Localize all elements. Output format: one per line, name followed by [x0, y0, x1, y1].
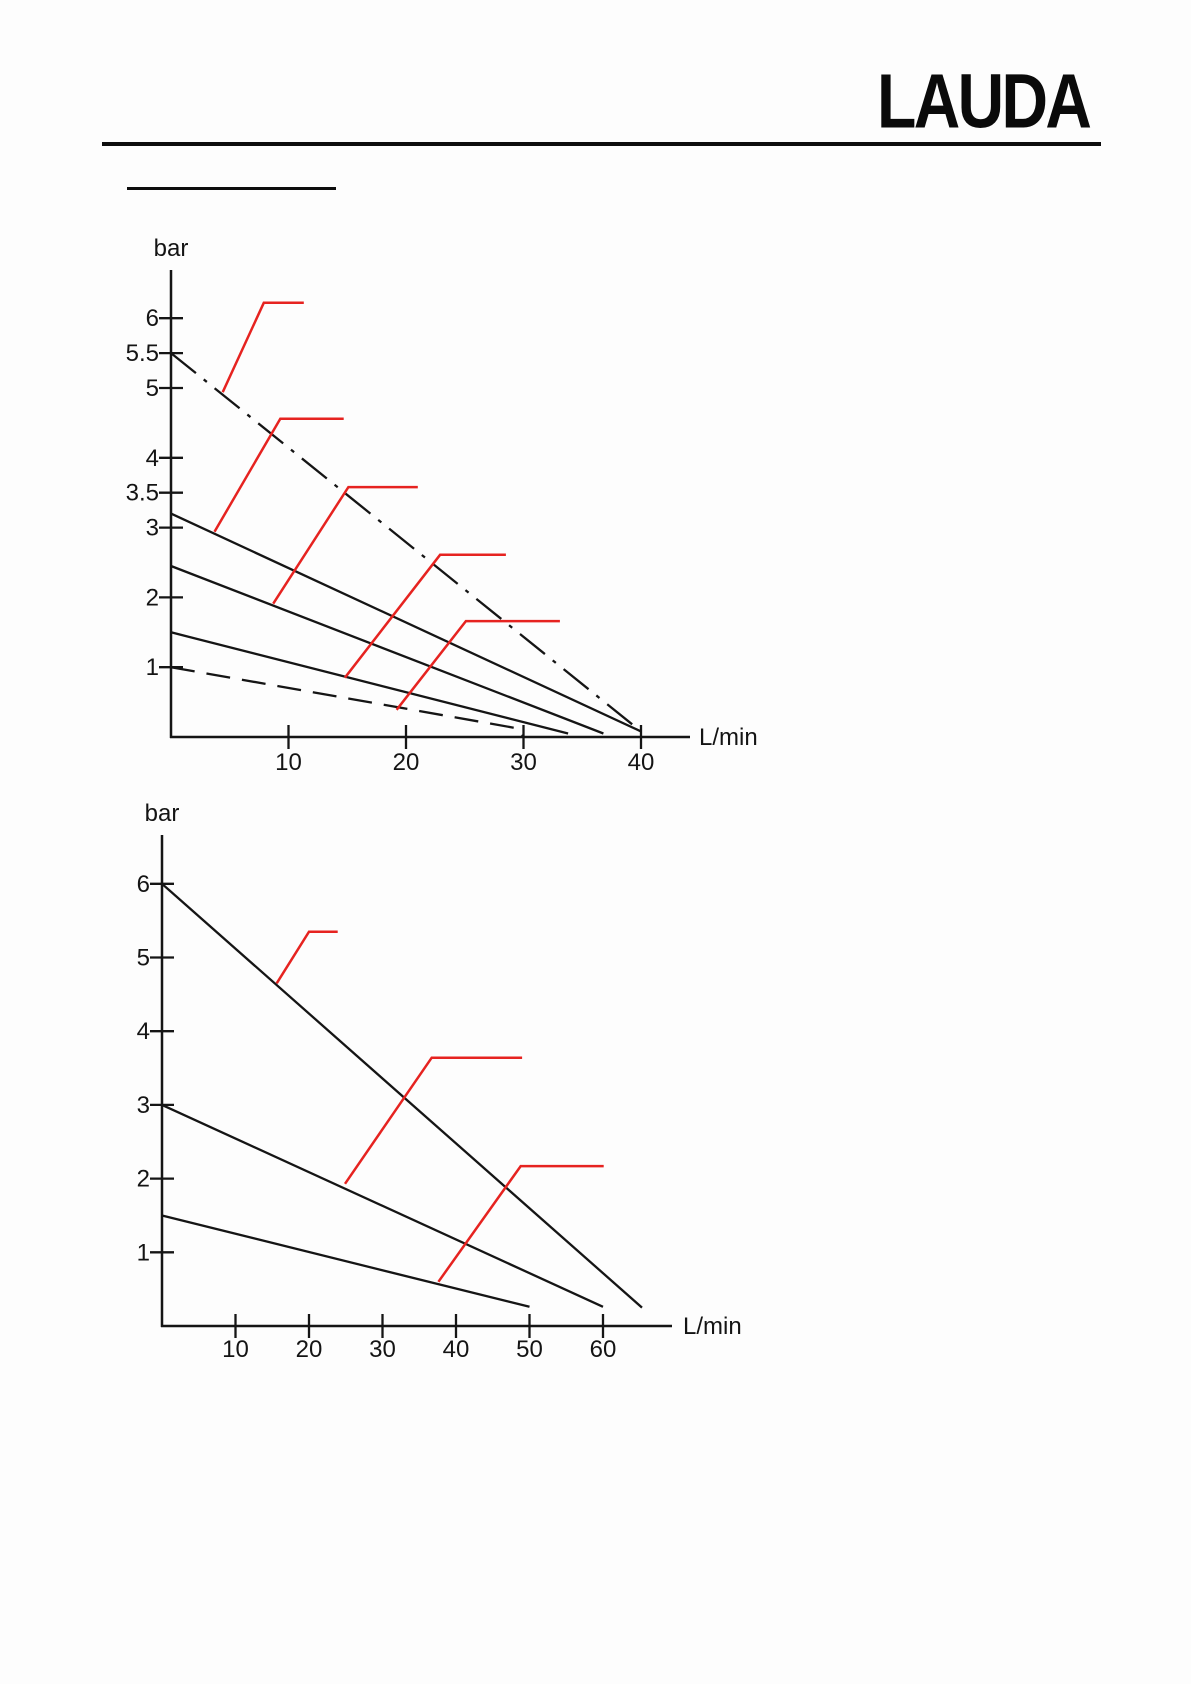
- callout-leader: [343, 553, 506, 679]
- callout-leader: [275, 930, 338, 984]
- y-tick-label: 1: [146, 654, 159, 681]
- y-tick-label: 5: [146, 375, 159, 402]
- x-tick-label: 10: [222, 1336, 249, 1363]
- y-tick-label: 4: [146, 445, 159, 472]
- curve-solid-6bar: [161, 882, 643, 1309]
- curve-solid-2-45bar: [170, 564, 604, 735]
- y-tick-label: 5: [137, 945, 150, 972]
- pump-pressure-chart-1: 10 20 30 40 1 2 3 3.5 4 5 5.5 6 bar L/min: [126, 235, 758, 776]
- x-axis-label: L/min: [683, 1313, 742, 1340]
- y-tick-label: 3: [137, 1092, 150, 1119]
- section-heading-underline: [127, 187, 336, 190]
- y-tick-label: 3.5: [126, 480, 159, 507]
- header-rule: [102, 142, 1101, 146]
- x-axis-label: L/min: [699, 724, 758, 751]
- pump-pressure-chart-2: 10 20 30 40 50 60 1 2 3 4 5 6 bar L/min: [137, 800, 742, 1363]
- callout-leader: [395, 619, 560, 711]
- callout-leader: [272, 485, 418, 605]
- curve-dashed-1bar: [170, 666, 525, 738]
- y-tick-label: 6: [146, 305, 159, 332]
- x-tick-label: 60: [590, 1336, 617, 1363]
- x-tick-label: 20: [296, 1336, 323, 1363]
- y-tick-label: 2: [146, 584, 159, 611]
- curve-solid-3bar: [161, 1103, 604, 1308]
- y-tick-label: 4: [137, 1018, 150, 1045]
- curve-solid-1-5bar: [161, 1214, 530, 1308]
- x-tick-label: 30: [369, 1336, 396, 1363]
- y-tick-label: 1: [137, 1239, 150, 1266]
- y-tick-label: 3: [146, 515, 159, 542]
- curve-dashdot-5-5bar: [170, 352, 642, 733]
- y-tick-label: 2: [137, 1166, 150, 1193]
- curve-solid-3-2bar: [170, 512, 642, 733]
- y-tick-label: 6: [137, 871, 150, 898]
- x-tick-label: 20: [393, 749, 420, 776]
- lauda-logo: LAUDA: [877, 57, 1092, 145]
- x-tick-label: 30: [510, 749, 537, 776]
- callout-leader: [343, 1056, 523, 1185]
- curve-solid-1-5bar: [170, 631, 569, 735]
- callout-leader: [437, 1164, 604, 1283]
- y-axis-label: bar: [145, 800, 180, 827]
- x-tick-label: 10: [275, 749, 302, 776]
- y-axis-label: bar: [154, 235, 189, 262]
- x-tick-label: 40: [443, 1336, 470, 1363]
- callout-leader: [213, 417, 344, 533]
- y-tick-label: 5.5: [126, 340, 159, 367]
- callout-leader: [221, 301, 304, 393]
- x-tick-label: 50: [516, 1336, 543, 1363]
- x-tick-label: 40: [628, 749, 655, 776]
